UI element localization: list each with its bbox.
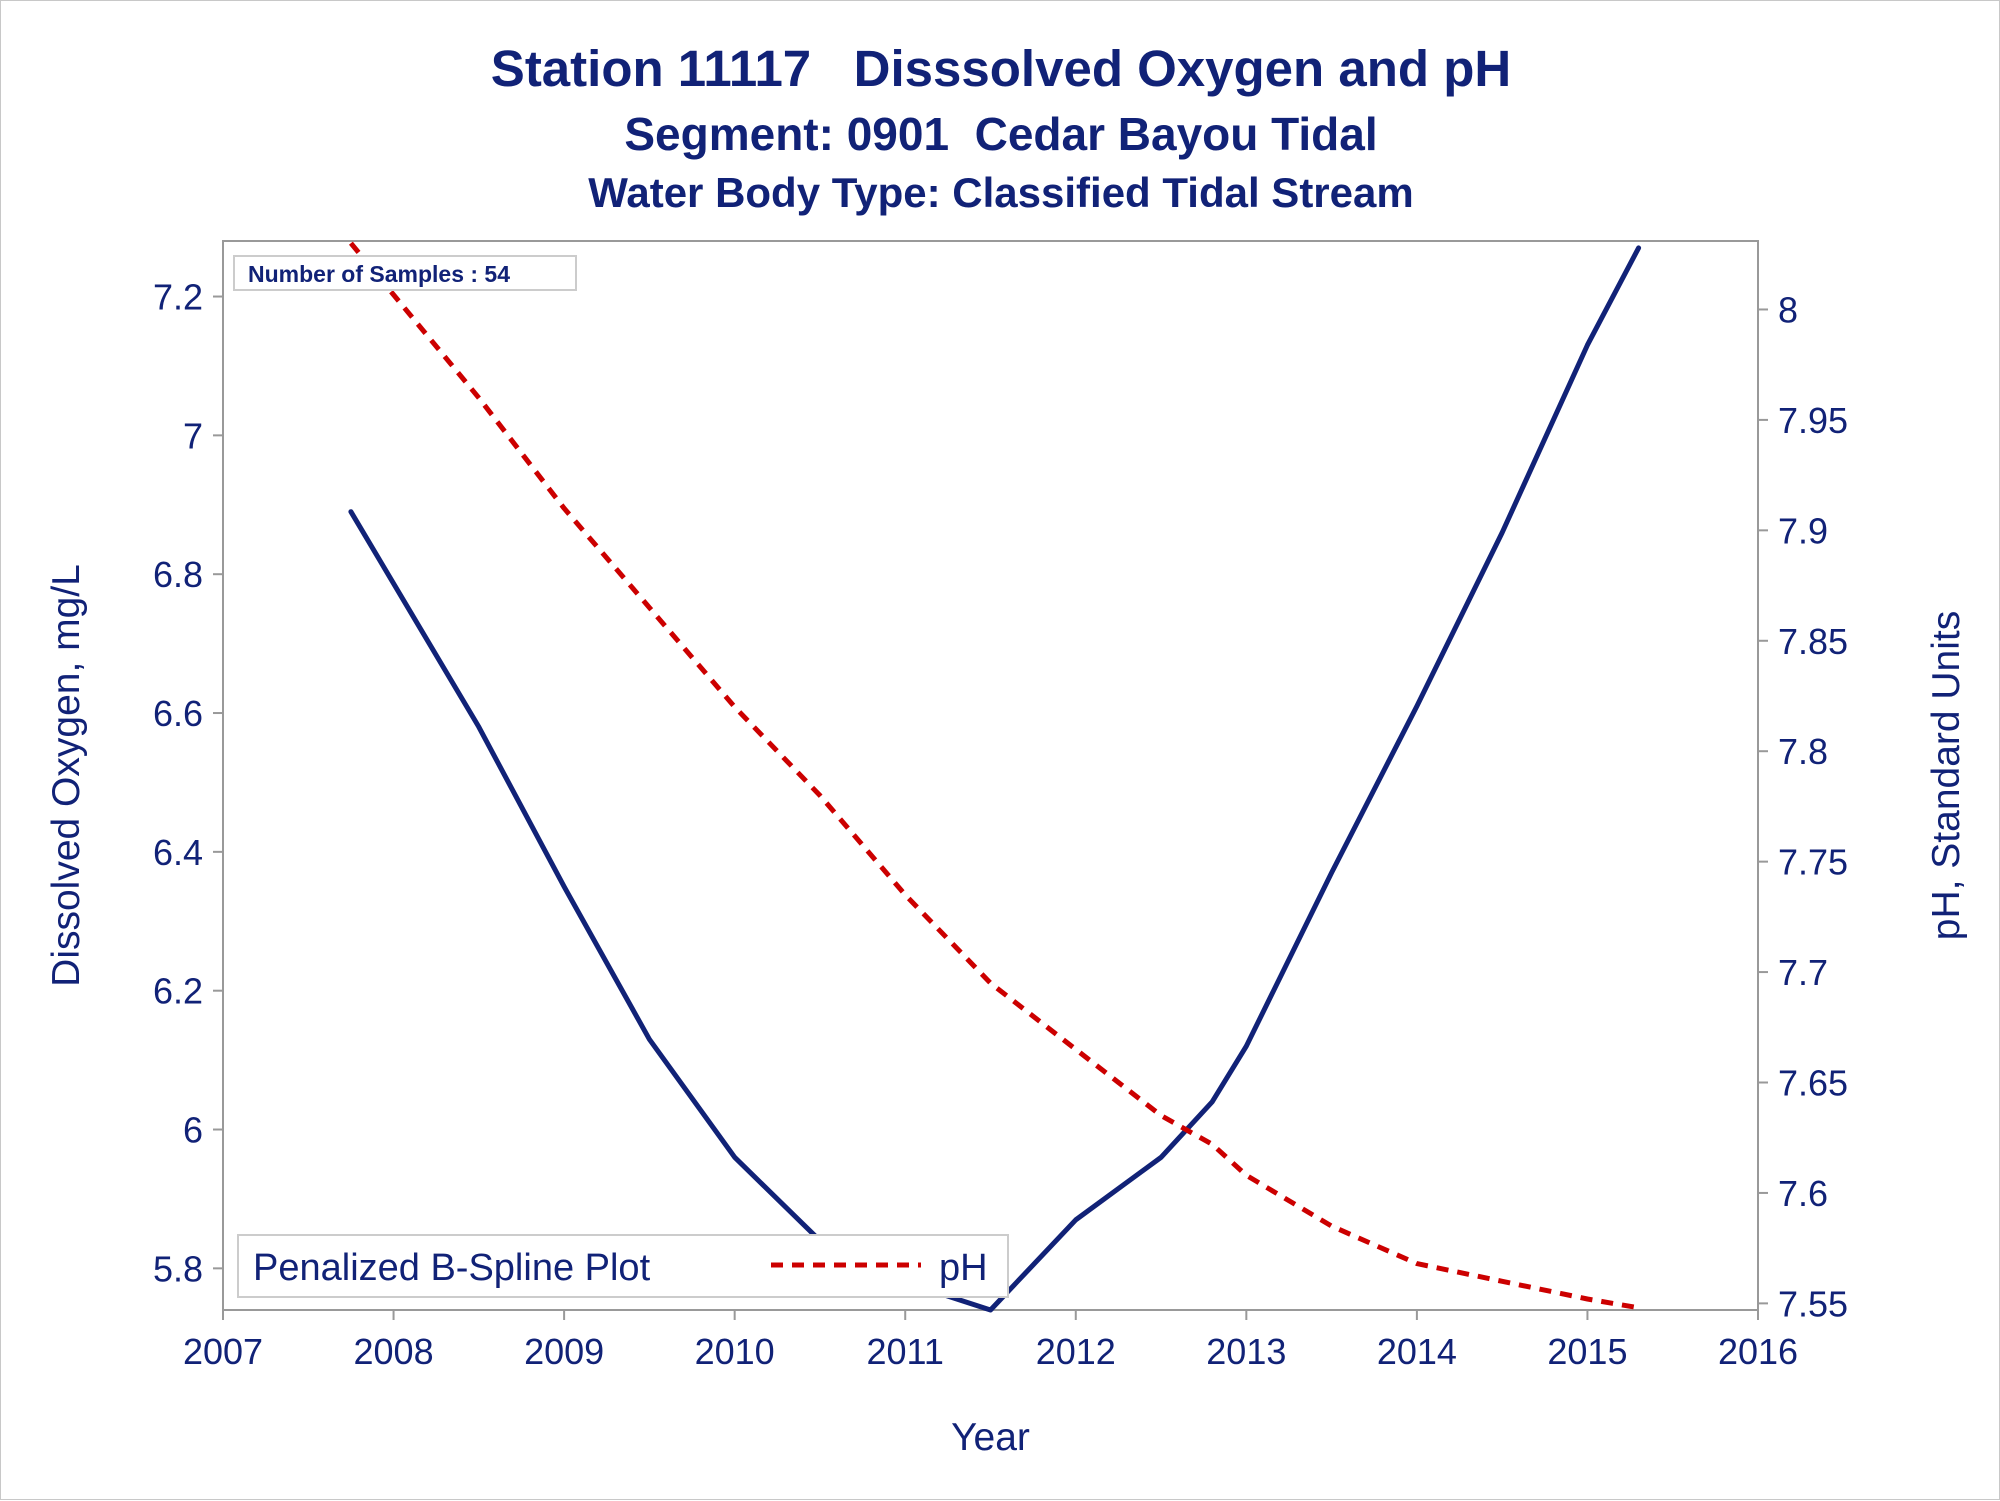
y2-tick-label: 7.65 xyxy=(1778,1063,1848,1104)
y2-tick-label: 7.8 xyxy=(1778,731,1828,772)
x-tick-label: 2009 xyxy=(524,1331,604,1372)
y-tick-label: 7.2 xyxy=(153,277,203,318)
x-tick-label: 2015 xyxy=(1547,1331,1627,1372)
series-layer xyxy=(348,241,1642,1313)
y2-axis-title: pH, Standard Units xyxy=(1925,611,1968,941)
legend: Penalized B-Spline Plot pH xyxy=(237,1234,1009,1298)
y2-tick-label: 7.6 xyxy=(1778,1173,1828,1214)
x-tick-label: 2013 xyxy=(1206,1331,1286,1372)
legend-label: Penalized B-Spline Plot xyxy=(253,1247,651,1289)
x-tick-label: 2012 xyxy=(1036,1331,1116,1372)
y2-tick-label: 7.7 xyxy=(1778,952,1828,993)
y2-tick-label: 7.9 xyxy=(1778,510,1828,551)
y-tick-label: 6 xyxy=(183,1110,203,1151)
chart-subtitle-water-body: Water Body Type: Classified Tidal Stream xyxy=(588,169,1414,216)
x-tick-label: 2011 xyxy=(867,1331,944,1372)
x-tick-label: 2010 xyxy=(695,1331,775,1372)
y-tick-label: 5.8 xyxy=(153,1248,203,1289)
x-tick-label: 2008 xyxy=(354,1331,434,1372)
y-tick-label: 7 xyxy=(183,415,203,456)
x-tick-label: 2014 xyxy=(1377,1331,1457,1372)
y2-tick-label: 7.95 xyxy=(1778,400,1848,441)
y-tick-label: 6.8 xyxy=(153,554,203,595)
sample-count-inset: Number of Samples : 54 xyxy=(233,255,577,291)
x-tick-label: 2016 xyxy=(1718,1331,1798,1372)
y-tick-label: 6.6 xyxy=(153,693,203,734)
chart-title: Station 11117 Disssolved Oxygen and pH xyxy=(490,40,1512,97)
x-tick-label: 2007 xyxy=(183,1331,263,1372)
series-line-ph xyxy=(348,241,1640,1311)
sample-count-box xyxy=(233,255,577,291)
plot-area-border xyxy=(222,240,1759,1311)
y2-tick-label: 7.85 xyxy=(1778,621,1848,662)
y2-tick-label: 7.55 xyxy=(1778,1283,1848,1324)
y2-tick-label: 7.75 xyxy=(1778,842,1848,883)
x-axis-title: Year xyxy=(951,1416,1030,1459)
sample-count-text: Number of Samples : 54 xyxy=(248,261,510,287)
series-line-dissolved-oxygen xyxy=(348,245,1642,1313)
chart-subtitle-segment: Segment: 0901 Cedar Bayou Tidal xyxy=(624,108,1378,160)
y-axis-title: Dissolved Oxygen, mg/L xyxy=(45,564,88,987)
axes: 2007 2008 2009 2010 2011 2012 2013 2014 2015 2016… xyxy=(45,240,1968,1459)
y-tick-label: 6.4 xyxy=(153,832,203,873)
y2-tick-label: 8 xyxy=(1778,289,1798,330)
y-tick-label: 6.2 xyxy=(153,971,203,1012)
legend-entry-ph: pH xyxy=(939,1247,988,1289)
